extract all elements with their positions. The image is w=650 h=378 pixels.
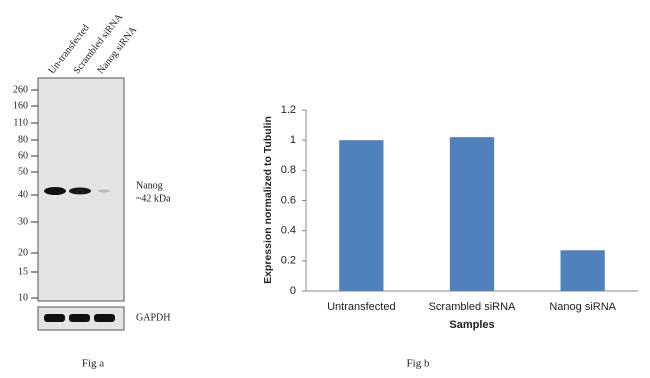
marker-label: 40: [18, 189, 28, 200]
marker-label: 80: [18, 134, 28, 145]
band: [94, 314, 115, 322]
y-tick-label: 0.4: [281, 225, 296, 237]
y-tick-label: 0.6: [281, 194, 296, 206]
x-axis-label: Samples: [449, 319, 494, 331]
marker-label: 10: [18, 292, 28, 303]
x-tick-label: Scrambled siRNA: [429, 301, 516, 313]
marker-label: 160: [13, 100, 28, 111]
marker-label: 30: [18, 216, 28, 227]
caption: Fig b: [407, 358, 430, 370]
marker-label: 50: [18, 166, 28, 177]
y-tick-label: 1.2: [281, 104, 296, 116]
bar: [449, 137, 495, 291]
y-tick-label: 1: [290, 134, 296, 146]
bar: [560, 250, 605, 291]
marker-label: 15: [18, 266, 28, 277]
x-tick-label: Untransfected: [327, 301, 395, 313]
loading-control-label: GAPDH: [136, 312, 170, 323]
band-label: ~42 kDa: [136, 193, 171, 204]
y-tick-label: 0: [290, 285, 296, 297]
marker-label: 60: [18, 150, 28, 161]
marker-label: 20: [18, 247, 28, 258]
bar: [339, 140, 384, 291]
y-tick-label: 0.2: [281, 255, 296, 267]
y-tick-label: 0.8: [281, 164, 296, 176]
band: [44, 314, 65, 322]
band: [69, 187, 91, 195]
band: [44, 187, 66, 195]
marker-label: 110: [13, 117, 28, 128]
band: [98, 189, 110, 193]
marker-label: 260: [13, 84, 28, 95]
band-label: Nanog: [136, 180, 163, 191]
caption: Fig a: [82, 358, 104, 370]
x-tick-label: Nanog siRNA: [549, 301, 616, 313]
band: [69, 314, 90, 322]
y-axis-label: Expression normalized to Tubulin: [262, 116, 274, 284]
